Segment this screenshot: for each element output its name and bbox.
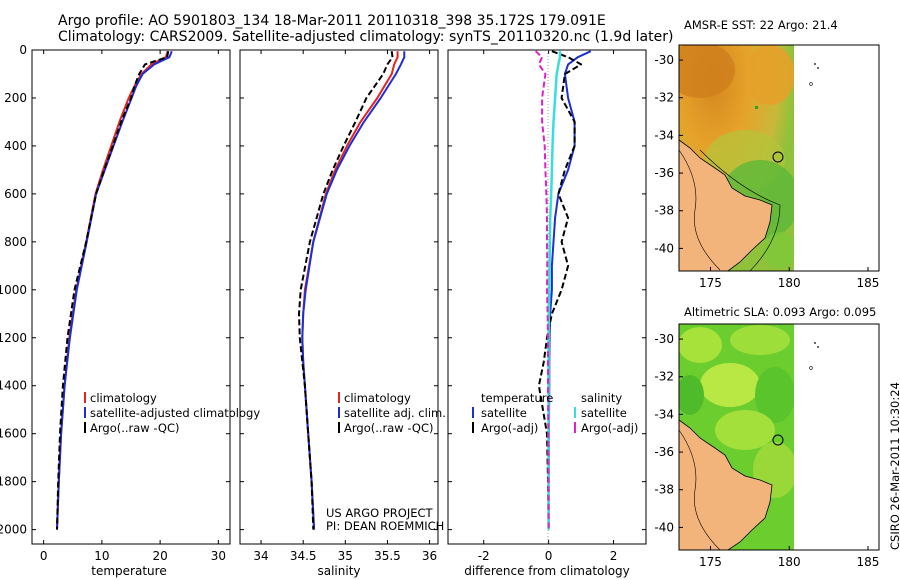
salinity-panel-satellite-adj-clim-line [301,51,406,530]
legend-argo: Argo(..raw -QC) [90,421,180,435]
sla-map-ytick-label: -30 [654,332,674,346]
legend-climatology: climatology [90,391,157,405]
temperature-panel-xtick-label: 30 [211,549,226,563]
legend-heading-temperature: temperature [481,391,553,405]
difference-legend: temperature salinity satellite Argo(-adj… [472,391,638,435]
temperature-panel-xtick-label: 10 [94,549,109,563]
sla-map-xtick-label: 185 [857,555,880,569]
sst-map-xtick-label: 175 [699,276,722,290]
temperature-panel-satellite-adjusted-climatology-line [56,50,173,530]
legend-heading-salinity: salinity [581,391,622,405]
depth-tick-label: 200 [4,91,27,105]
sst-map-xtick-label: 180 [778,276,801,290]
sla-float-marker [772,434,784,446]
depth-tick-label: 2000 [0,523,27,537]
temperature-panel-xtick-label: 20 [152,549,167,563]
project-line-2: PI: DEAN ROEMMICH [326,519,445,533]
difference-panel-xtick-label: 2 [610,549,618,563]
temperature-panel-xtick-label: 0 [40,549,48,563]
sla-map-title: Altimetric SLA: 0.093 Argo: 0.095 [684,305,877,319]
title-line-2: Climatology: CARS2009. Satellite-adjuste… [58,29,674,45]
sst-map-ytick-label: -30 [654,53,674,67]
sla-map-ytick-label: -40 [654,520,674,534]
sst-map [679,45,879,271]
difference-panel-temperature-satellite-line [547,50,592,530]
legend-sal-satellite: satellite adj. clim. [344,406,446,420]
temperature-panel-argo-raw-qc-line [56,51,170,530]
temperature-xlabel: temperature [91,564,166,578]
project-line-1: US ARGO PROJECT [326,506,433,520]
salinity-panel-xtick-label: 35 [338,549,353,563]
temperature-legend: climatology satellite-adjusted climatolo… [84,391,260,435]
difference-panel-temperature-argo-adj-line [537,50,583,530]
sst-map-title: AMSR-E SST: 22 Argo: 21.4 [684,18,838,32]
depth-tick-label: 600 [4,187,27,201]
temperature-panel-climatology-line [56,50,169,530]
sla-map-ytick-label: -34 [654,407,674,421]
sst-map-frame [678,44,880,272]
salinity-panel-xtick-label: 36 [422,549,437,563]
difference-panel-xtick-label: -2 [478,549,490,563]
difference-panel-salinity-satellite-line [547,51,562,530]
salinity-xlabel: salinity [317,564,360,578]
legend-sal-climatology: climatology [344,391,411,405]
depth-tick-label: 0 [19,43,27,57]
temperature-axes [31,49,231,545]
sst-float-marker [772,151,784,163]
legend-diff-t-argo: Argo(-adj) [481,421,538,435]
sla-map-xtick-label: 180 [778,555,801,569]
legend-diff-t-satellite: satellite [481,406,527,420]
salinity-panel-climatology-line [301,51,399,530]
sst-map-xtick-label: 185 [857,276,880,290]
legend-diff-s-argo: Argo(-adj) [581,421,638,435]
legend-satellite-adjusted: satellite-adjusted climatology [90,406,260,420]
depth-tick-label: 400 [4,139,27,153]
title-line-1: Argo profile: AO 5901803_134 18-Mar-2011… [58,13,606,29]
depth-tick-label: 1200 [0,331,27,345]
sst-map-ytick-label: -32 [654,91,674,105]
salinity-legend: climatology satellite adj. clim. Argo(..… [338,391,446,435]
difference-panel-salinity-argo-adj-line [534,50,550,530]
depth-tick-label: 1600 [0,427,27,441]
sla-map-ytick-label: -32 [654,370,674,384]
salinity-panel-xtick-label: 34.5 [290,549,317,563]
depth-tick-label: 1800 [0,475,27,489]
sla-map-xtick-label: 175 [699,555,722,569]
difference-panel-xtick-label: 0 [545,549,553,563]
legend-sal-argo: Argo(..raw -QC) [344,421,434,435]
difference-axes [447,49,647,545]
sst-map-ytick-label: -34 [654,128,674,142]
depth-tick-label: 1400 [0,379,27,393]
sla-map-frame [678,323,880,551]
sst-map-ytick-label: -36 [654,166,674,180]
sst-map-ytick-label: -40 [654,241,674,255]
depth-tick-label: 800 [4,235,27,249]
sla-map [679,324,879,550]
salinity-panel-xtick-label: 35.5 [374,549,401,563]
difference-xlabel: difference from climatology [464,564,630,578]
sla-map-ytick-label: -36 [654,445,674,459]
salinity-panel-argo-raw-qc-line [298,51,394,530]
legend-diff-s-satellite: satellite [581,406,627,420]
depth-tick-label: 1000 [0,283,27,297]
sla-map-ytick-label: -38 [654,483,674,497]
salinity-panel-xtick-label: 34 [253,549,268,563]
salinity-axes [239,49,439,545]
sst-map-ytick-label: -38 [654,204,674,218]
